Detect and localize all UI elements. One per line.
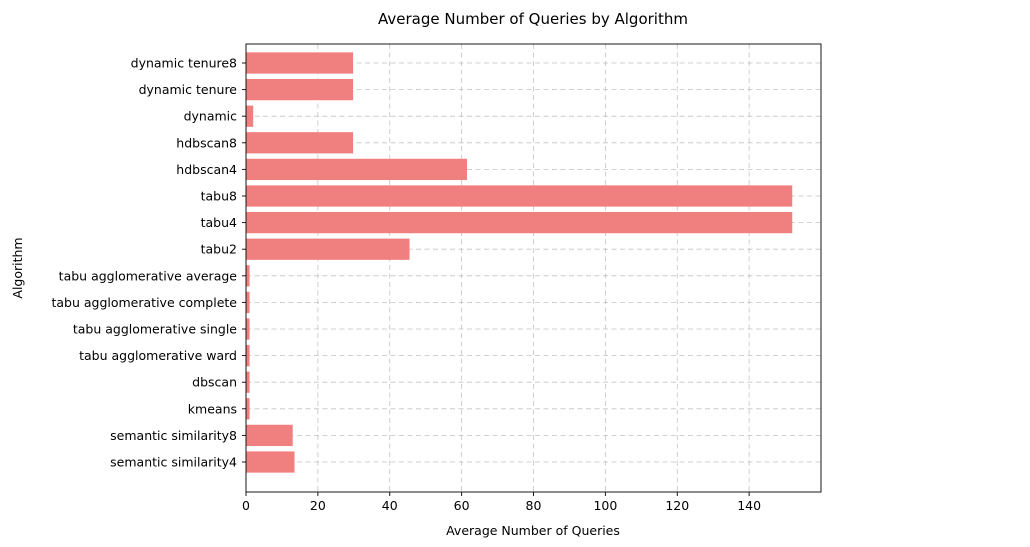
y-tick-label: semantic similarity4 xyxy=(110,455,237,470)
y-tick-label: tabu agglomerative average xyxy=(59,268,238,283)
y-tick-label: semantic similarity8 xyxy=(110,428,237,443)
bar-tabu-agglomerative-ward xyxy=(246,344,250,367)
y-tick-label: dynamic tenure xyxy=(139,82,238,97)
bar-tabu2 xyxy=(246,238,410,260)
x-tick-label: 100 xyxy=(593,498,617,513)
y-axis-label: Algorithm xyxy=(10,237,25,298)
x-tick-label: 120 xyxy=(665,498,689,513)
grid-layer xyxy=(245,44,821,492)
bar-semantic-similarity4 xyxy=(246,451,295,473)
x-ticks: 0 20 40 60 80 100 120 140 xyxy=(242,492,761,513)
x-tick-label: 140 xyxy=(737,498,761,513)
y-tick-label: dynamic xyxy=(184,109,238,124)
y-tick-label: hdbscan8 xyxy=(176,135,237,150)
bar-tabu-agglomerative-single xyxy=(246,318,250,340)
y-tick-label: dbscan xyxy=(192,375,237,390)
bar-hdbscan8 xyxy=(246,132,354,154)
bar-tabu4 xyxy=(246,211,793,234)
chart-title: Average Number of Queries by Algorithm xyxy=(378,10,688,28)
x-tick-label: 20 xyxy=(310,498,326,513)
bar-tabu-agglomerative-complete xyxy=(246,291,250,314)
y-tick-label: tabu agglomerative ward xyxy=(79,348,237,363)
x-tick-label: 40 xyxy=(382,498,398,513)
x-tick-label: 0 xyxy=(242,498,250,513)
bar-dynamic-tenure xyxy=(246,78,354,101)
y-ticks: semantic similarity4 semantic similarity8… xyxy=(51,56,246,470)
bar-semantic-similarity8 xyxy=(246,424,293,447)
y-tick-label: tabu agglomerative complete xyxy=(51,295,237,310)
bar-hdbscan4 xyxy=(246,158,468,181)
bar-tabu-agglomerative-average xyxy=(246,265,250,287)
x-axis-label: Average Number of Queries xyxy=(446,523,620,538)
y-tick-label: tabu agglomerative single xyxy=(73,322,237,337)
x-tick-label: 60 xyxy=(454,498,470,513)
y-tick-label: dynamic tenure8 xyxy=(131,56,237,71)
x-tick-label: 80 xyxy=(526,498,542,513)
bar-kmeans xyxy=(246,398,250,420)
y-tick-label: hdbscan4 xyxy=(176,162,237,177)
y-tick-label: tabu4 xyxy=(201,215,237,230)
bar-tabu8 xyxy=(246,185,793,207)
bar-dynamic-tenure8 xyxy=(246,52,354,74)
bar-dbscan xyxy=(246,371,250,393)
y-tick-label: kmeans xyxy=(188,401,237,416)
y-tick-label: tabu2 xyxy=(201,242,237,257)
bar-dynamic xyxy=(246,105,254,127)
y-tick-label: tabu8 xyxy=(201,189,237,204)
bars-layer xyxy=(246,52,793,473)
